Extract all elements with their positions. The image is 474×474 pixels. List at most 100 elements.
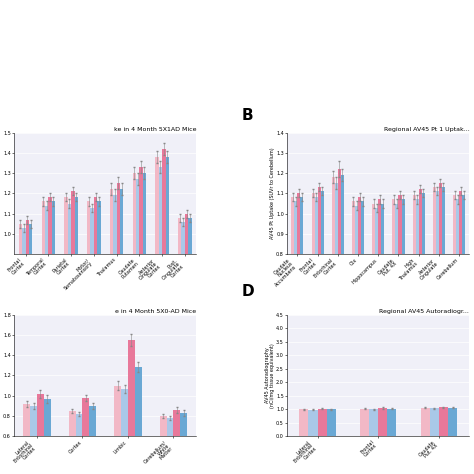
Bar bbox=[335, 183, 338, 416]
Bar bbox=[82, 398, 89, 474]
Bar bbox=[301, 198, 303, 416]
Bar bbox=[448, 408, 457, 436]
Bar bbox=[188, 218, 191, 436]
Text: Regional AV45 Pt 1 Uptak...: Regional AV45 Pt 1 Uptak... bbox=[383, 127, 469, 132]
Bar bbox=[22, 228, 26, 436]
Bar bbox=[44, 399, 51, 474]
Bar bbox=[74, 198, 78, 436]
Bar bbox=[89, 406, 96, 474]
Bar bbox=[128, 340, 135, 474]
Bar bbox=[113, 195, 117, 436]
Bar bbox=[462, 195, 465, 416]
Bar bbox=[456, 200, 459, 416]
Bar bbox=[182, 222, 185, 436]
Bar bbox=[139, 167, 143, 436]
Bar bbox=[332, 177, 335, 416]
Bar bbox=[23, 404, 30, 474]
Bar bbox=[294, 201, 297, 416]
Bar bbox=[110, 189, 113, 436]
Bar bbox=[91, 208, 94, 436]
Bar bbox=[143, 173, 146, 436]
Bar bbox=[392, 200, 395, 416]
Bar bbox=[311, 193, 315, 416]
Bar bbox=[419, 189, 422, 416]
Bar bbox=[433, 187, 436, 416]
Bar bbox=[372, 203, 375, 416]
Bar bbox=[436, 191, 439, 416]
Bar bbox=[45, 206, 48, 436]
Bar bbox=[114, 385, 121, 474]
Bar bbox=[155, 157, 159, 436]
Bar bbox=[69, 411, 76, 474]
Bar bbox=[369, 409, 378, 436]
Bar bbox=[421, 408, 430, 436]
Bar bbox=[120, 189, 123, 436]
Bar bbox=[42, 201, 45, 436]
Bar bbox=[52, 201, 55, 436]
Bar bbox=[442, 187, 445, 416]
Bar bbox=[378, 408, 387, 436]
Bar bbox=[160, 416, 167, 474]
Bar bbox=[136, 179, 139, 436]
Bar bbox=[64, 198, 68, 436]
Bar bbox=[30, 406, 37, 474]
Text: ke in 4 Month 5X1AD Mice: ke in 4 Month 5X1AD Mice bbox=[114, 127, 196, 132]
Bar bbox=[401, 200, 404, 416]
Bar bbox=[315, 198, 318, 416]
Bar bbox=[416, 200, 419, 416]
Bar bbox=[318, 187, 320, 416]
Bar bbox=[355, 206, 358, 416]
Bar bbox=[453, 195, 456, 416]
Bar bbox=[430, 408, 439, 436]
Text: B: B bbox=[242, 108, 254, 123]
Bar bbox=[360, 409, 369, 436]
Bar bbox=[159, 167, 162, 436]
Bar bbox=[358, 198, 361, 416]
Bar bbox=[300, 409, 309, 436]
Bar bbox=[399, 195, 401, 416]
Bar bbox=[68, 203, 71, 436]
Bar bbox=[37, 393, 44, 474]
Y-axis label: AV45 Pt Uptake (SUVr to Cerebellum): AV45 Pt Uptake (SUVr to Cerebellum) bbox=[270, 147, 274, 239]
Bar bbox=[87, 201, 91, 436]
Bar bbox=[439, 407, 448, 436]
Bar bbox=[29, 224, 32, 436]
Bar bbox=[117, 183, 120, 436]
Bar bbox=[178, 218, 182, 436]
Bar bbox=[173, 410, 180, 474]
Bar bbox=[133, 173, 136, 436]
Bar bbox=[71, 191, 74, 436]
Text: D: D bbox=[242, 283, 255, 299]
Bar bbox=[352, 201, 355, 416]
Bar bbox=[422, 193, 425, 416]
Bar bbox=[375, 208, 378, 416]
Text: e in 4 Month 5X0-AD Mice: e in 4 Month 5X0-AD Mice bbox=[115, 309, 196, 314]
Bar bbox=[378, 200, 381, 416]
Bar bbox=[387, 409, 396, 436]
Bar bbox=[320, 191, 324, 416]
Bar bbox=[361, 201, 364, 416]
Bar bbox=[26, 219, 29, 436]
Bar bbox=[318, 409, 327, 436]
Bar bbox=[97, 201, 100, 436]
Bar bbox=[327, 409, 336, 436]
Bar bbox=[94, 198, 97, 436]
Bar bbox=[121, 389, 128, 474]
Bar bbox=[309, 410, 318, 436]
Bar bbox=[165, 157, 169, 436]
Bar bbox=[135, 367, 142, 474]
Bar bbox=[338, 169, 341, 416]
Bar bbox=[185, 214, 188, 436]
Bar bbox=[76, 414, 82, 474]
Bar bbox=[341, 175, 344, 416]
Bar bbox=[459, 191, 462, 416]
Bar bbox=[19, 224, 22, 436]
Y-axis label: AV45 Autoradiography
(nCi/mg tissue equivalent): AV45 Autoradiography (nCi/mg tissue equi… bbox=[264, 343, 274, 408]
Bar bbox=[48, 198, 52, 436]
Bar bbox=[292, 198, 294, 416]
Bar bbox=[413, 195, 416, 416]
Bar bbox=[381, 203, 384, 416]
Text: Regional AV45 Autoradiogr...: Regional AV45 Autoradiogr... bbox=[379, 309, 469, 314]
Bar bbox=[297, 193, 301, 416]
Bar bbox=[395, 203, 399, 416]
